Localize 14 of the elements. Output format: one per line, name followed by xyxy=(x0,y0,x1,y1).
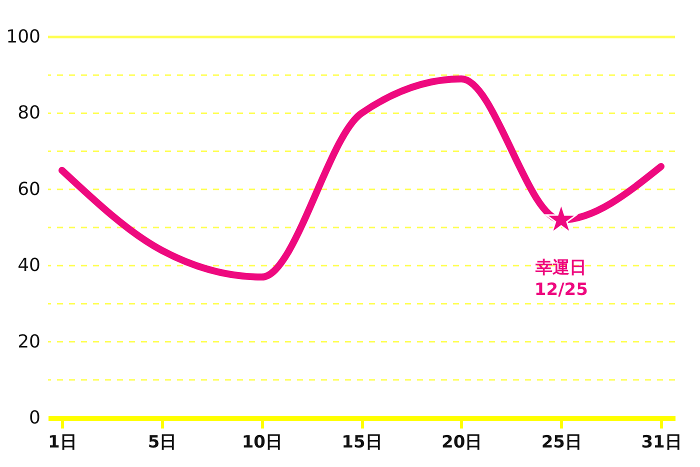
y-tick-label: 40 xyxy=(18,255,40,276)
y-tick-label: 20 xyxy=(18,331,40,352)
y-tick-label: 80 xyxy=(18,102,40,124)
y-tick-label: 60 xyxy=(18,178,40,200)
x-tick-label: 10日 xyxy=(242,432,282,452)
x-tick-label: 5日 xyxy=(148,432,177,452)
x-tick-label: 25日 xyxy=(541,432,582,452)
y-tick-label: 100 xyxy=(6,26,40,48)
x-tick-label: 31日 xyxy=(641,432,682,452)
y-tick-label: 0 xyxy=(29,408,40,428)
x-tick-label: 20日 xyxy=(442,432,482,452)
x-tick-label: 15日 xyxy=(342,432,382,452)
x-tick-label: 1日 xyxy=(48,432,77,452)
annotation: 幸運日 12/25 xyxy=(534,258,588,300)
